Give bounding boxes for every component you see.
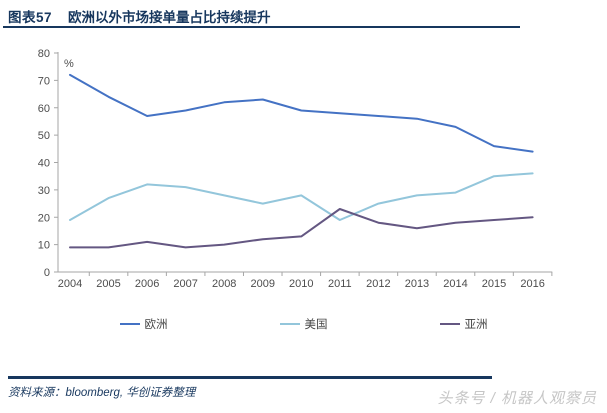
x-axis-year-label: 2011 [328, 278, 352, 290]
axis-tick-label: 60 [38, 103, 50, 115]
x-axis-year-label: 2012 [366, 278, 390, 290]
legend-line-swatch [119, 323, 140, 325]
series-line-亚洲 [69, 208, 534, 249]
figure-title: 图表57 欧洲以外市场接单量占比持续提升 [8, 6, 271, 26]
legend-line-swatch [439, 323, 460, 325]
legend-line-swatch [279, 323, 300, 325]
legend-label: 亚洲 [464, 319, 488, 331]
axis-tick-label: 30 [38, 185, 50, 197]
line-chart: 0 10 20 30 40 50 60 70 80% 2004 2005 2006 2007 2008 20… [38, 48, 553, 290]
axis-tick-label: 0 [44, 267, 50, 279]
axis-tick-label: 40 [38, 158, 50, 170]
x-axis-year-label: 2009 [251, 278, 275, 290]
x-axis-year-label: 2010 [289, 278, 313, 290]
series-line-美国 [69, 172, 534, 221]
x-axis-year-label: 2006 [135, 278, 159, 290]
x-axis-year-label: 2008 [212, 278, 236, 290]
x-axis-year-label: 2013 [405, 278, 429, 290]
chart-area: 0 10 20 30 40 50 60 70 80% 2004 2005 2006 2007 2008 20… [0, 40, 607, 300]
figure-caption: 欧洲以外市场接单量占比持续提升 [68, 10, 271, 25]
legend-item: 美国 [279, 316, 328, 332]
title-underline [3, 26, 520, 28]
axis-tick-label: 10 [38, 240, 50, 252]
legend-item: 欧洲 [119, 316, 168, 332]
axis-tick-label: 50 [38, 130, 50, 142]
x-axis-year-label: 2004 [58, 278, 82, 290]
axis-tick-label: 20 [38, 212, 50, 224]
footer-divider [8, 376, 492, 379]
legend-item: 亚洲 [439, 316, 488, 332]
legend-label: 欧洲 [144, 319, 168, 331]
y-axis-unit-label: % [64, 58, 74, 70]
x-axis-year-label: 2007 [173, 278, 197, 290]
axis-tick-label: 70 [38, 75, 50, 87]
figure-number: 图表57 [8, 10, 53, 25]
x-axis-year-label: 2016 [520, 278, 544, 290]
axis-tick-label: 80 [38, 48, 50, 60]
legend-label: 美国 [304, 319, 328, 331]
chart-legend: 欧洲 美国 亚洲 [0, 316, 607, 332]
x-axis-year-label: 2005 [96, 278, 120, 290]
series-line-欧洲 [69, 73, 534, 153]
x-axis-year-label: 2015 [482, 278, 506, 290]
x-axis-year-label: 2014 [443, 278, 467, 290]
source-note: 资料来源：bloomberg, 华创证券整理 [8, 387, 196, 399]
watermark: 头条号 / 机器人观察员 [437, 390, 597, 407]
